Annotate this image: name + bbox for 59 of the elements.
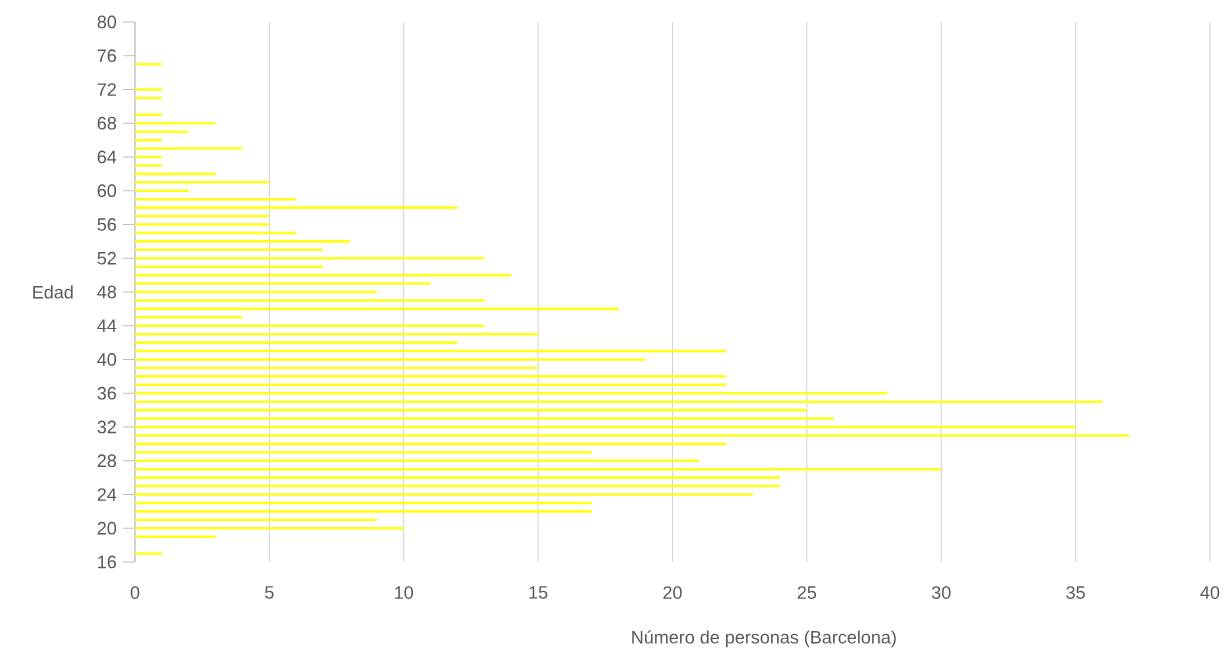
y-tick-label: 56: [97, 218, 117, 231]
bar: [135, 493, 754, 496]
bar: [135, 510, 592, 513]
bar: [135, 451, 592, 454]
y-tick-label: 20: [97, 521, 117, 535]
x-tick-label: 30: [931, 586, 951, 599]
y-tick-label: 24: [97, 488, 117, 501]
bar: [135, 375, 727, 378]
y-tick-label: 40: [97, 353, 117, 366]
y-tick-label: 64: [97, 150, 117, 164]
y-tick-label: 32: [97, 420, 116, 434]
bar: [135, 282, 431, 285]
bar: [135, 434, 1130, 437]
x-tick-label: 0: [130, 586, 140, 599]
bar: [135, 391, 888, 395]
bar: [135, 265, 324, 268]
bar: [135, 358, 646, 361]
x-tick-label: 20: [663, 586, 682, 599]
x-tick-label: 40: [1200, 586, 1220, 599]
bar: [135, 181, 270, 184]
x-tick-label: 10: [395, 586, 414, 599]
x-tick-label: 35: [1066, 586, 1085, 599]
bar: [135, 206, 458, 209]
y-tick-label: 52: [97, 251, 116, 265]
x-tick-label: 15: [529, 586, 548, 599]
bar: [135, 121, 216, 125]
y-tick-label: 48: [97, 285, 117, 299]
bar: [135, 316, 243, 319]
bar: [135, 417, 834, 420]
bar: [135, 476, 780, 479]
bar: [135, 552, 162, 555]
bar: [135, 459, 700, 462]
y-tick-label: 28: [97, 454, 117, 468]
y-tick-label: 60: [97, 184, 117, 198]
bar: [135, 164, 162, 167]
bar: [135, 341, 458, 344]
x-axis-title: Número de personas (Barcelona): [632, 630, 896, 648]
y-tick-label: 72: [97, 83, 116, 96]
bar: [135, 240, 350, 243]
y-axis-title: Edad: [33, 285, 73, 299]
y-tick-label: 76: [97, 49, 117, 63]
bar: [135, 189, 189, 192]
bar: [135, 535, 216, 538]
bar: [135, 400, 1103, 403]
y-tick-label: 44: [97, 319, 117, 332]
x-tick-label: 5: [265, 586, 274, 599]
bar: [135, 299, 485, 302]
y-tick-label: 68: [97, 116, 117, 130]
bar: [135, 324, 485, 327]
bar: [135, 88, 162, 91]
bar: [135, 223, 270, 226]
bar: [135, 130, 189, 133]
y-tick-label: 36: [97, 386, 117, 400]
x-tick-label: 25: [797, 586, 817, 599]
bar: [135, 526, 404, 530]
y-tick-label: 16: [98, 555, 117, 569]
y-tick-label: 80: [97, 15, 117, 29]
bar: [135, 147, 243, 150]
bar: [135, 256, 485, 260]
